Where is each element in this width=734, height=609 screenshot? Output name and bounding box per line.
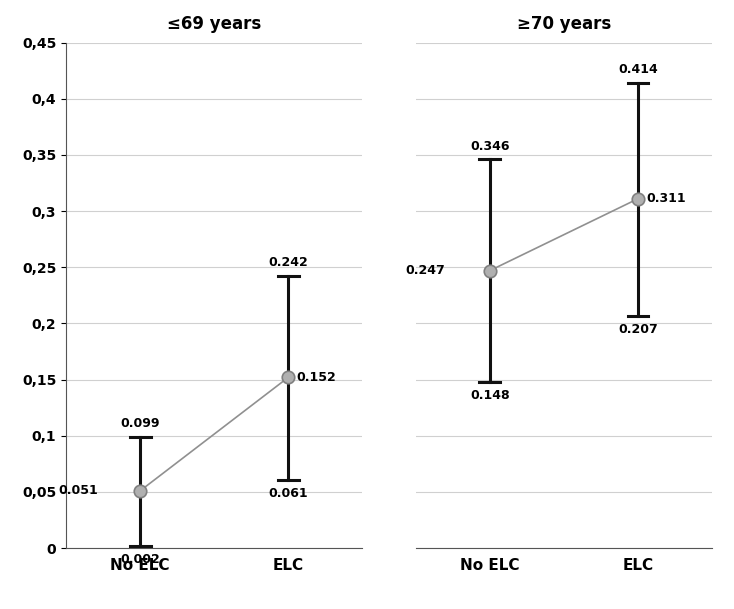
Text: 0.207: 0.207 bbox=[618, 323, 658, 336]
Text: 0.311: 0.311 bbox=[646, 192, 686, 205]
Text: 0.051: 0.051 bbox=[59, 484, 98, 498]
Text: ≤69 years: ≤69 years bbox=[167, 15, 261, 32]
Text: 0.099: 0.099 bbox=[120, 417, 160, 430]
Text: 0.148: 0.148 bbox=[470, 389, 509, 402]
Text: 0.061: 0.061 bbox=[269, 487, 308, 499]
Text: 0.002: 0.002 bbox=[120, 553, 160, 566]
Text: 0.242: 0.242 bbox=[269, 256, 308, 269]
Text: 0.152: 0.152 bbox=[297, 371, 336, 384]
Text: 0.414: 0.414 bbox=[618, 63, 658, 76]
Text: 0.346: 0.346 bbox=[470, 139, 509, 152]
Text: ≥70 years: ≥70 years bbox=[517, 15, 611, 32]
Text: 0.247: 0.247 bbox=[406, 264, 446, 277]
